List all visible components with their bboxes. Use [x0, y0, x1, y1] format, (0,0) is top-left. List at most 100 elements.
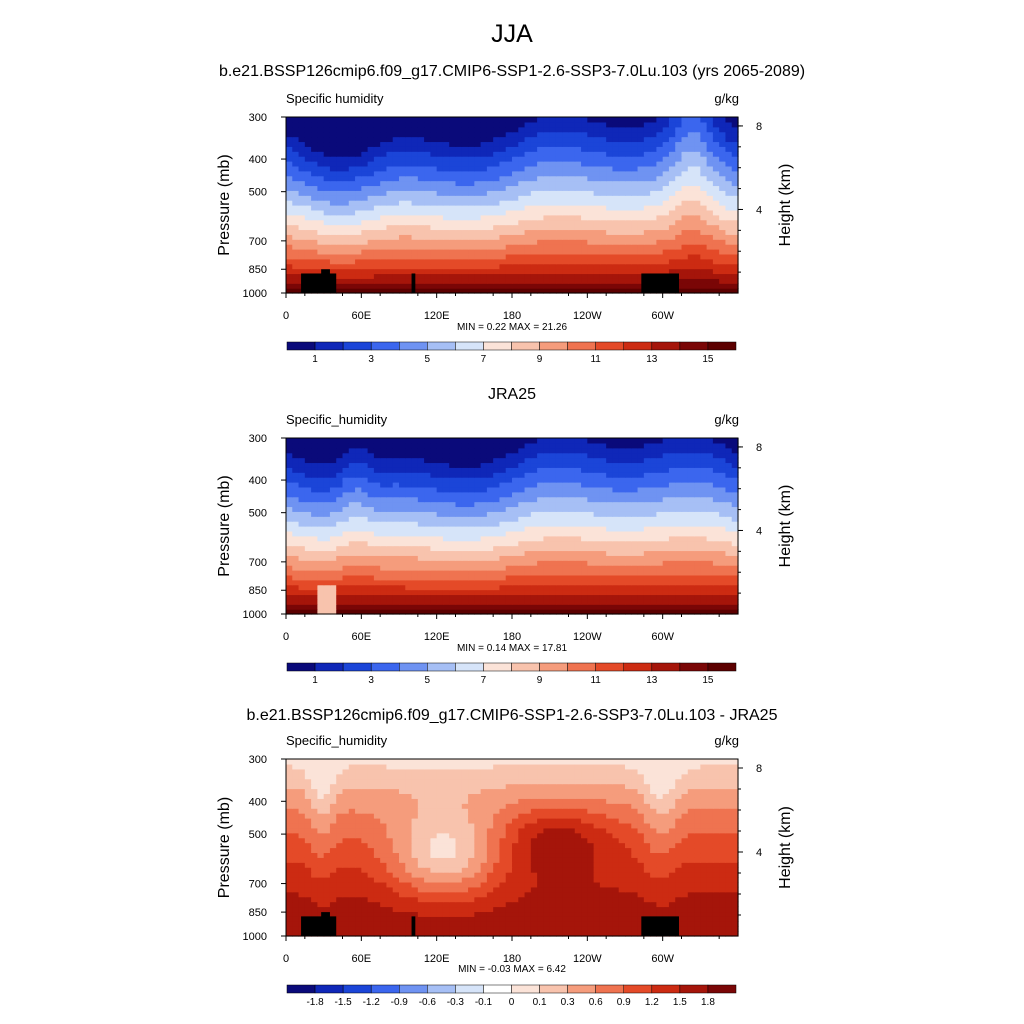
field-cell [668, 165, 676, 172]
field-cell [292, 205, 300, 211]
field-cell [424, 589, 431, 596]
field-cell [593, 535, 601, 542]
field-cell [304, 151, 312, 157]
field-cell [505, 462, 513, 468]
field-cell [668, 530, 676, 537]
field-cell [518, 579, 526, 586]
field-cell [329, 604, 337, 610]
field-cell [593, 180, 601, 187]
field-cell [587, 146, 595, 152]
field-cell [643, 545, 651, 552]
field-cell [399, 117, 406, 123]
field-cell [593, 477, 601, 483]
field-cell [725, 526, 733, 532]
field-cell [499, 209, 507, 216]
field-cell [436, 288, 444, 294]
field-cell [474, 185, 482, 191]
field-cell [681, 146, 689, 152]
field-cell [449, 491, 457, 498]
field-cell [355, 501, 362, 508]
field-cell [436, 482, 444, 488]
field-cell [468, 472, 475, 478]
field-cell [461, 589, 469, 596]
field-cell [593, 462, 601, 468]
field-cell [405, 530, 413, 537]
field-cell [373, 273, 381, 279]
field-cell [675, 219, 683, 226]
field-cell [361, 273, 369, 279]
field-cell [719, 516, 727, 522]
field-cell [386, 491, 394, 498]
field-cell [474, 482, 482, 488]
field-cell [694, 283, 701, 289]
field-cell [549, 126, 557, 133]
field-cell [662, 214, 670, 221]
field-cell [518, 516, 526, 522]
field-cell [568, 604, 576, 610]
field-cell [311, 180, 318, 187]
field-cell [612, 589, 620, 596]
field-cell [386, 535, 394, 542]
field-cell [555, 594, 563, 600]
field-cell [574, 175, 582, 182]
field-cell [317, 268, 325, 275]
field-cell [493, 594, 501, 600]
field-cell [342, 200, 350, 206]
field-cell [675, 570, 683, 576]
field-cell [505, 574, 513, 581]
field-cell [286, 545, 293, 552]
field-cell [706, 545, 714, 552]
field-cell [461, 190, 469, 196]
field-cell [449, 283, 457, 289]
field-cell [311, 200, 318, 206]
field-cell [386, 151, 394, 157]
field-cell [411, 579, 419, 586]
field-cell [712, 560, 720, 566]
field-cell [631, 516, 639, 522]
field-cell [606, 491, 614, 498]
field-cell [574, 161, 582, 167]
field-cell [668, 462, 676, 468]
field-cell [442, 141, 450, 147]
field-cell [486, 161, 494, 167]
field-cell [668, 126, 676, 133]
field-cell [480, 599, 488, 605]
field-cell [336, 165, 344, 172]
field-cell [719, 161, 727, 167]
field-cell [292, 117, 300, 123]
field-cell [700, 540, 708, 547]
field-cell [417, 482, 425, 488]
field-cell [367, 273, 375, 279]
field-cell [304, 550, 312, 556]
field-cell [530, 604, 538, 610]
field-cell [524, 526, 532, 532]
field-cell [286, 496, 293, 503]
field-cell [593, 195, 601, 201]
field-cell [499, 195, 507, 201]
field-cell [581, 570, 588, 576]
field-cell [286, 604, 293, 610]
field-cell [643, 584, 651, 591]
field-cell [518, 570, 526, 576]
field-cell [637, 555, 645, 561]
field-cell [656, 190, 664, 196]
field-cell [719, 214, 727, 221]
field-cell [361, 205, 369, 211]
field-cell [480, 579, 488, 586]
field-cell [424, 239, 431, 245]
field-cell [574, 486, 582, 493]
field-cell [656, 545, 664, 552]
field-cell [587, 190, 595, 196]
field-cell [618, 278, 626, 284]
field-cell [417, 540, 425, 547]
field-cell [694, 126, 701, 133]
field-cell [455, 136, 463, 143]
field-cell [593, 530, 601, 537]
field-cell [687, 209, 695, 216]
field-cell [355, 209, 362, 216]
field-cell [568, 278, 576, 284]
field-cell [367, 151, 375, 157]
field-cell [631, 117, 639, 123]
field-cell [524, 511, 532, 517]
field-cell [631, 180, 639, 187]
